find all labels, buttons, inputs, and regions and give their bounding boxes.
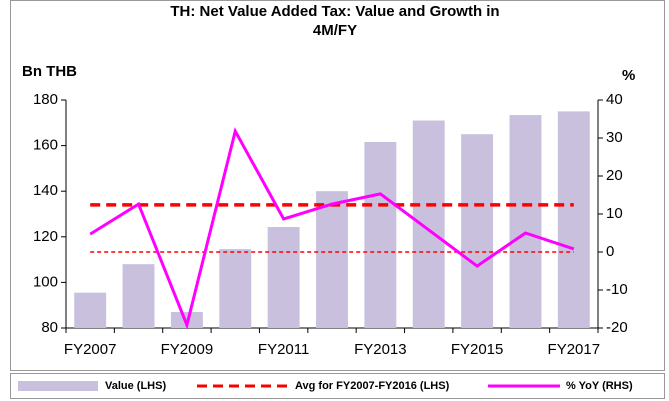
legend-label: Value (LHS) bbox=[105, 380, 166, 392]
chart-title: TH: Net Value Added Tax: Value and Growt… bbox=[170, 3, 500, 39]
y2-tick-label: 10 bbox=[606, 205, 623, 222]
y-tick-label: 80 bbox=[41, 319, 58, 336]
bar bbox=[122, 264, 155, 328]
title-box: TH: Net Value Added Tax: Value and Growt… bbox=[170, 3, 500, 39]
chart-frame bbox=[10, 0, 665, 371]
bar bbox=[219, 249, 252, 328]
line-series bbox=[89, 127, 575, 330]
y-axis-label: Bn THB bbox=[22, 63, 77, 80]
x-tick-label: FY2015 bbox=[451, 341, 504, 358]
y-tick-label: 140 bbox=[33, 182, 58, 199]
y2-tick-label: -20 bbox=[606, 319, 628, 336]
x-tick-label: FY2007 bbox=[64, 341, 117, 358]
bar bbox=[509, 115, 542, 328]
y2-axis-label: % bbox=[622, 67, 635, 84]
x-tick-label: FY2011 bbox=[258, 341, 309, 358]
x-tick-label: FY2009 bbox=[161, 341, 214, 358]
x-tick-label: FY2017 bbox=[548, 341, 601, 358]
y-tick-label: 120 bbox=[33, 228, 58, 245]
bar bbox=[74, 292, 107, 328]
bar bbox=[364, 141, 397, 328]
x-tick-label: FY2013 bbox=[354, 341, 407, 358]
bar bbox=[316, 191, 348, 328]
bar bbox=[412, 120, 445, 329]
bar bbox=[461, 134, 494, 328]
legend-frame bbox=[10, 373, 665, 399]
y-tick-label: 160 bbox=[33, 137, 58, 154]
y2-tick-label: 40 bbox=[606, 91, 623, 108]
legend-swatch bbox=[18, 381, 98, 391]
y-tick-label: 100 bbox=[33, 273, 58, 290]
y2-tick-label: -10 bbox=[606, 281, 628, 298]
y2-tick-label: 0 bbox=[606, 243, 614, 260]
y2-tick-label: 20 bbox=[606, 167, 623, 184]
legend-label: % YoY (RHS) bbox=[566, 380, 633, 392]
legend-label: Avg for FY2007-FY2016 (LHS) bbox=[295, 380, 450, 392]
y-tick-label: 180 bbox=[33, 91, 58, 108]
y2-tick-label: 30 bbox=[606, 129, 623, 146]
bar bbox=[557, 111, 590, 329]
bar bbox=[267, 226, 300, 328]
